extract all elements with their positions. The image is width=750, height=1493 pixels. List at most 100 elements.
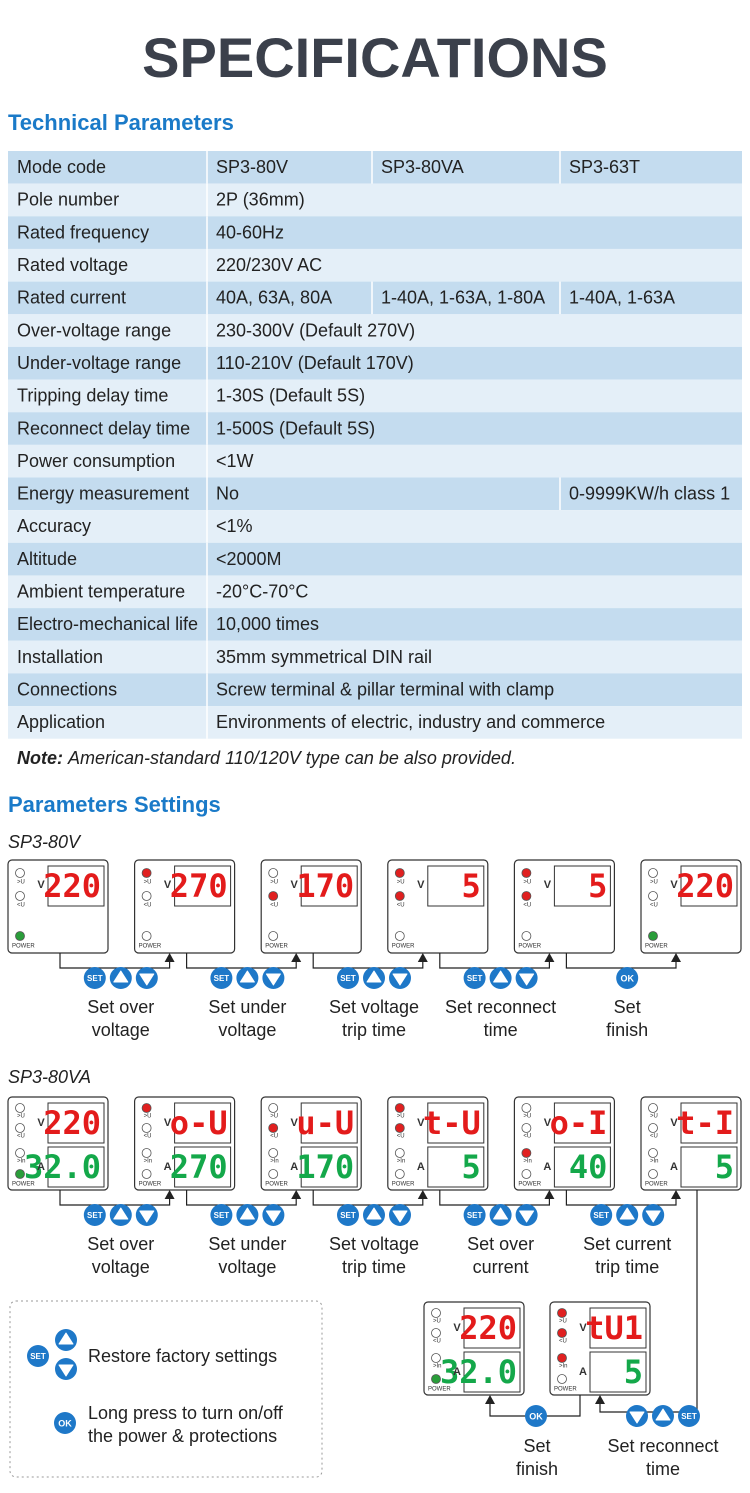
table-cell: 110-210V (Default 170V) xyxy=(216,353,414,373)
step-caption: finish xyxy=(516,1459,558,1479)
button-arrow xyxy=(58,1364,74,1377)
button-set xyxy=(337,1204,359,1226)
unit-label: A xyxy=(417,1161,425,1173)
button-label: SET xyxy=(593,1211,609,1220)
table-cell: SP3-63T xyxy=(569,157,640,177)
button-label: SET xyxy=(340,974,356,983)
flow-line xyxy=(439,1190,550,1206)
table-row xyxy=(8,151,742,184)
button-set xyxy=(463,1204,486,1226)
led-label: >U xyxy=(144,880,152,886)
indicator-led xyxy=(431,1374,441,1384)
button-arrow xyxy=(58,1332,74,1345)
indicator-led xyxy=(521,891,532,901)
table-cell: <2000M xyxy=(216,549,282,569)
button-label: SET xyxy=(340,1211,356,1220)
flow-line xyxy=(599,1190,698,1413)
button-set xyxy=(83,967,106,989)
unit-label: V xyxy=(37,1117,45,1129)
button-set xyxy=(590,1204,613,1226)
display-value: 270 xyxy=(170,867,228,905)
led-label: POWER xyxy=(12,944,35,950)
legend-box xyxy=(9,1300,323,1478)
led-label: >In xyxy=(433,1364,442,1370)
unit-label: V xyxy=(37,879,45,891)
flow-arrow xyxy=(417,953,428,962)
indicator-led xyxy=(521,1123,532,1133)
button-set xyxy=(337,967,359,989)
button-label: SET xyxy=(214,974,230,983)
led-label: >U xyxy=(17,880,25,886)
display xyxy=(680,1146,738,1188)
table-cell: 0-9999KW/h class 1 xyxy=(569,484,730,504)
unit-label: V xyxy=(544,879,552,891)
section-heading: Parameters Settings xyxy=(8,792,221,817)
model-label: SP3-80V xyxy=(8,832,82,852)
note-text: American-standard 110/120V type can be a… xyxy=(67,748,516,768)
step-caption: voltage xyxy=(218,1020,276,1040)
led-label: <U xyxy=(144,903,152,909)
indicator-led xyxy=(15,1169,25,1179)
table-row xyxy=(8,412,742,445)
table-cell: SP3-80VA xyxy=(381,157,464,177)
unit-label: V xyxy=(670,879,678,891)
led-label: >In xyxy=(397,1159,406,1165)
unit-label: V xyxy=(291,1117,299,1129)
step-caption: voltage xyxy=(92,1020,150,1040)
flow-line xyxy=(312,1190,424,1206)
flow-line xyxy=(59,953,171,969)
flow-line xyxy=(565,1190,677,1206)
table-row xyxy=(8,281,742,315)
button-set xyxy=(463,967,486,989)
flow-arrow xyxy=(291,953,302,962)
button-label: SET xyxy=(467,1211,483,1220)
table-cell: 2P (36mm) xyxy=(216,190,305,210)
step-caption: Set current xyxy=(583,1234,671,1254)
table-row xyxy=(8,673,742,707)
indicator-led xyxy=(394,1103,405,1113)
led-label: <U xyxy=(270,903,278,909)
button-arrow xyxy=(645,1210,661,1223)
indicator-led xyxy=(141,1148,152,1158)
led-label: >U xyxy=(270,880,278,886)
indicator-led xyxy=(141,931,152,941)
button-arrow xyxy=(113,1207,129,1220)
button-arrow xyxy=(519,1210,535,1223)
display xyxy=(427,1146,485,1188)
indicator-led xyxy=(648,891,658,901)
unit-label: A xyxy=(579,1366,587,1378)
led-label: >U xyxy=(559,1319,567,1325)
flow-arrow xyxy=(417,1190,428,1199)
indicator-led xyxy=(15,891,25,901)
table-cell: Reconnect delay time xyxy=(17,418,190,438)
indicator-led xyxy=(394,1148,405,1158)
display-value: 5 xyxy=(715,1148,734,1186)
table-cell: Pole number xyxy=(17,190,119,210)
display-value: 170 xyxy=(296,1148,354,1186)
table-cell: Tripping delay time xyxy=(17,386,168,406)
table-cell: 40A, 63A, 80A xyxy=(216,288,332,308)
display-value: 270 xyxy=(170,1148,228,1186)
button-arrow xyxy=(493,1207,509,1220)
display-value: 32.0 xyxy=(440,1353,517,1391)
step-caption: Set voltage xyxy=(329,997,419,1017)
display xyxy=(463,1351,521,1393)
step-caption: trip time xyxy=(595,1257,659,1277)
indicator-led xyxy=(648,931,658,941)
led-label: <U xyxy=(523,1134,531,1140)
step-caption: finish xyxy=(606,1020,648,1040)
unit-label: A xyxy=(453,1366,461,1378)
button-arrow xyxy=(239,1207,255,1220)
table-cell: Rated frequency xyxy=(17,222,149,242)
flow-arrow xyxy=(164,953,175,962)
unit-label: V xyxy=(164,879,172,891)
table-cell: 10,000 times xyxy=(216,614,319,634)
unit-label: V xyxy=(417,879,425,891)
indicator-led xyxy=(15,1123,25,1133)
indicator-led xyxy=(521,1103,532,1113)
indicator-led xyxy=(431,1308,441,1318)
table-cell: Ambient temperature xyxy=(17,582,185,602)
table-cell: 40-60Hz xyxy=(216,222,284,242)
step-caption: trip time xyxy=(342,1257,406,1277)
table-row xyxy=(8,640,742,674)
